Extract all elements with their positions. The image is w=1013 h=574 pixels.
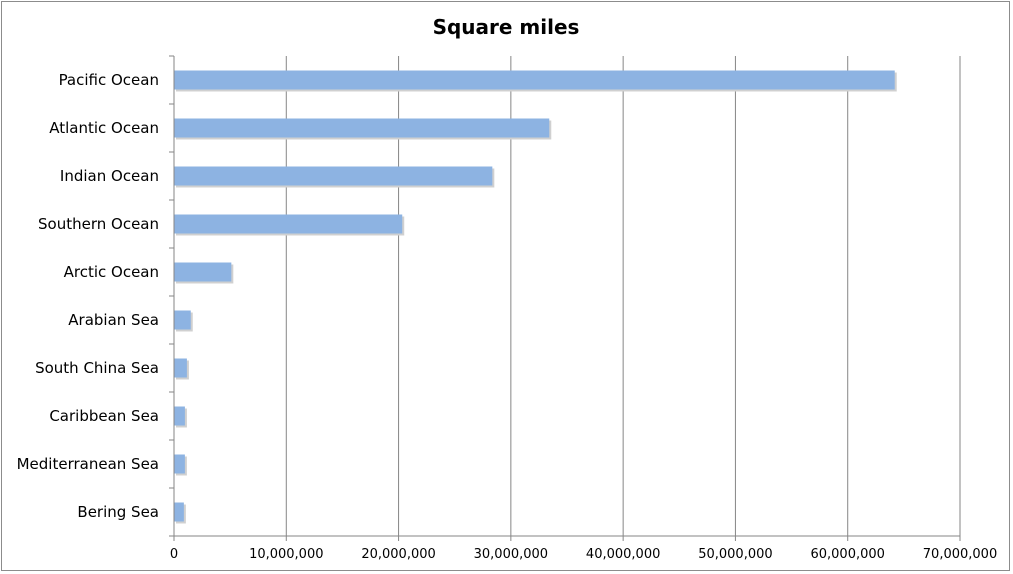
bar <box>174 70 895 90</box>
bar <box>174 406 185 426</box>
bar <box>174 502 184 522</box>
bar <box>174 166 493 186</box>
x-tick-label: 50,000,000 <box>698 547 772 562</box>
category-label: Pacific Ocean <box>59 71 159 89</box>
category-label: Arctic Ocean <box>64 263 159 281</box>
category-label: Bering Sea <box>77 503 159 521</box>
bar <box>174 262 232 282</box>
bar <box>174 118 550 138</box>
category-label: Caribbean Sea <box>49 407 159 425</box>
x-tick-label: 0 <box>170 547 178 562</box>
bar <box>174 214 403 234</box>
x-tick-label: 30,000,000 <box>474 547 548 562</box>
category-label: Southern Ocean <box>38 215 159 233</box>
x-tick-label: 10,000,000 <box>249 547 323 562</box>
bar <box>174 358 187 378</box>
chart-title: Square miles <box>433 15 580 39</box>
axes <box>169 55 961 541</box>
x-tick-label: 60,000,000 <box>810 547 884 562</box>
x-tick-label: 40,000,000 <box>586 547 660 562</box>
category-label: Atlantic Ocean <box>49 119 159 137</box>
bar <box>174 310 191 330</box>
labels: 0 10,000,000 20,000,000 30,000,000 40,000,00… <box>17 71 998 562</box>
x-tick-label: 70,000,000 <box>923 547 997 562</box>
bar <box>174 454 185 474</box>
category-label: Indian Ocean <box>60 167 159 185</box>
bars <box>174 70 897 524</box>
category-label: Arabian Sea <box>68 311 159 329</box>
category-label: Mediterranean Sea <box>17 455 159 473</box>
category-label: South China Sea <box>35 359 159 377</box>
x-tick-label: 20,000,000 <box>361 547 435 562</box>
